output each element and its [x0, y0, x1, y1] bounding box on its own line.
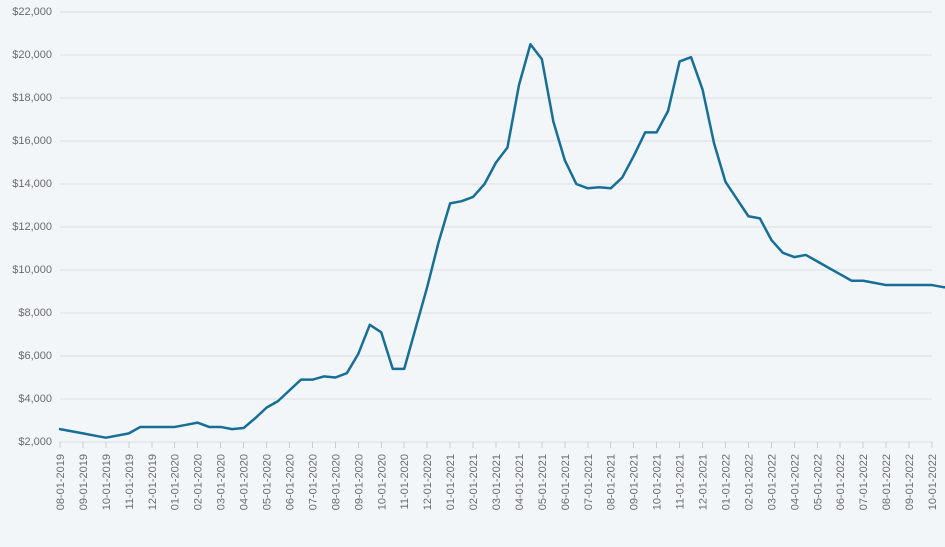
y-axis-label: $14,000 [12, 178, 52, 190]
x-axis-label: 01-01-2021 [445, 454, 457, 510]
x-axis-label: 02-01-2022 [743, 454, 755, 510]
x-axis-label: 10-01-2020 [376, 454, 388, 510]
x-axis-label: 06-01-2022 [835, 454, 847, 510]
x-axis-label: 03-01-2022 [766, 454, 778, 510]
x-axis-label: 09-01-2021 [629, 454, 641, 510]
x-axis-label: 10-01-2019 [101, 454, 113, 510]
chart-svg: $2,000 $4,000 $6,000 $8,000 $10,000 $12,000 $1… [0, 0, 945, 547]
x-axis-label: 04-01-2021 [514, 454, 526, 510]
x-axis-label: 09-01-2019 [78, 454, 90, 510]
y-gridlines [60, 12, 932, 442]
x-axis-label: 11-01-2019 [124, 454, 136, 509]
y-axis-label: $8,000 [18, 307, 52, 319]
y-axis-label: $2,000 [18, 436, 52, 448]
x-axis-label: 03-01-2020 [216, 454, 228, 510]
x-axis-label: 06-01-2021 [560, 454, 572, 510]
x-axis-label: 05-01-2021 [537, 454, 549, 510]
x-axis-label: 06-01-2020 [284, 454, 296, 510]
x-axis-label: 12-01-2020 [422, 454, 434, 510]
y-axis-label: $22,000 [12, 6, 52, 18]
x-axis-label: 10-01-2021 [652, 454, 664, 510]
y-axis-label: $12,000 [12, 221, 52, 233]
x-axis-label: 10-01-2022 [927, 454, 939, 510]
x-axis-label: 03-01-2021 [491, 454, 503, 510]
x-axis-label: 02-01-2021 [468, 454, 480, 510]
x-axis-label: 11-01-2020 [399, 454, 411, 509]
x-axis-label: 04-01-2022 [789, 454, 801, 510]
x-axis-label: 12-01-2019 [147, 454, 159, 510]
x-axis-label: 12-01-2021 [698, 454, 710, 510]
x-ticks [60, 442, 932, 448]
price-series [60, 44, 945, 437]
x-axis-label: 07-01-2021 [583, 454, 595, 510]
x-axis-label: 08-01-2022 [881, 454, 893, 510]
x-axis-label: 09-01-2020 [353, 454, 365, 510]
x-axis-label: 01-01-2022 [720, 454, 732, 510]
y-axis-label: $6,000 [18, 350, 52, 362]
price-line-chart: $2,000 $4,000 $6,000 $8,000 $10,000 $12,000 $1… [0, 0, 945, 547]
x-axis-label: 02-01-2020 [193, 454, 205, 510]
x-axis-label: 05-01-2020 [262, 454, 274, 510]
x-axis-label: 05-01-2022 [812, 454, 824, 510]
y-axis-label: $18,000 [12, 92, 52, 104]
x-axis-label: 08-01-2021 [606, 454, 618, 510]
x-axis-label: 01-01-2020 [170, 454, 182, 510]
y-axis-label: $10,000 [12, 264, 52, 276]
x-axis-label: 09-01-2022 [904, 454, 916, 510]
y-axis-label: $20,000 [12, 49, 52, 61]
x-axis-label: 07-01-2020 [307, 454, 319, 510]
x-axis-label: 08-01-2020 [330, 454, 342, 510]
x-axis-label: 08-01-2019 [55, 454, 67, 510]
y-axis-label: $16,000 [12, 135, 52, 147]
x-axis-label: 07-01-2022 [858, 454, 870, 510]
y-axis-label: $4,000 [18, 393, 52, 405]
x-axis-label: 11-01-2021 [675, 454, 687, 509]
x-axis-label: 04-01-2020 [239, 454, 251, 510]
